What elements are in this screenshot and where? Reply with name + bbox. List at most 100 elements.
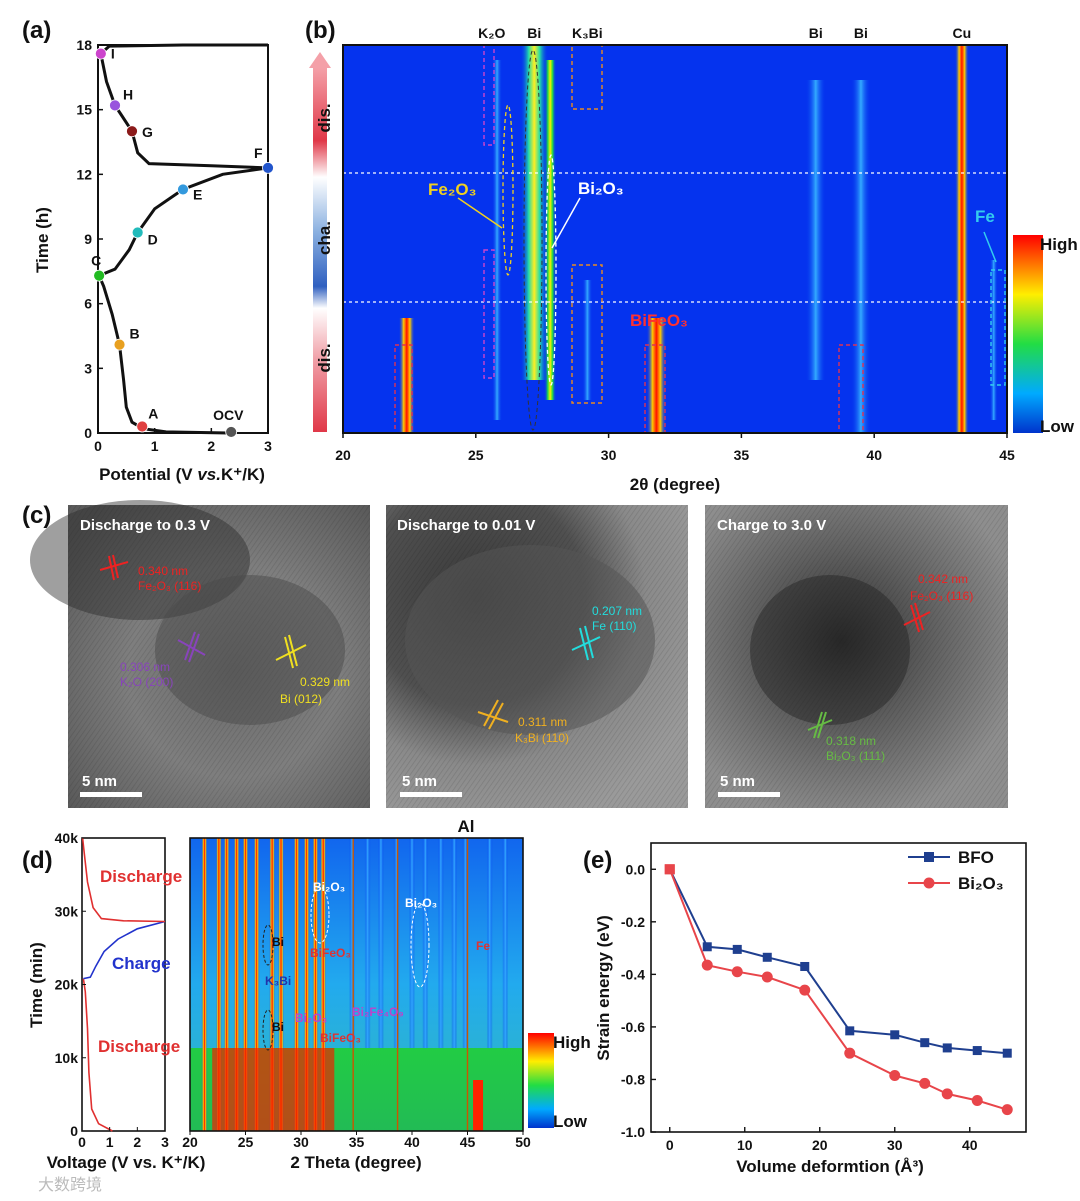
e-point-bi2o3 [941,1088,953,1100]
tem-3-hkl1: Fe₂O₃ (116) [910,589,973,603]
b-xtick-label: 40 [866,447,882,463]
e-point-origin [664,864,675,875]
bi2o3-pointer [551,197,581,249]
a-point-e [177,183,189,196]
tem-3-title: Charge to 3.0 V [717,517,826,534]
d-left-xtick-label: 1 [106,1134,114,1150]
e-point-bfo [890,1030,900,1040]
stage-arrow-head [309,52,331,68]
b-xtick-label: 45 [999,447,1015,463]
panel-b-colorbar-high: High [1040,235,1078,254]
stage-label-dis-top: dis. [315,103,334,132]
a-point-b [113,338,126,351]
e-point-bi2o3 [889,1070,901,1082]
d-peak-cyan [377,838,384,1048]
a-point-label-g: G [142,124,153,140]
d-peak-red [253,838,260,1131]
e-point-bfo [702,942,712,952]
e-point-bi2o3 [971,1094,983,1106]
e-point-bi2o3 [844,1047,856,1059]
a-xtick-label: 0 [94,438,102,454]
a-point-label-e: E [193,186,202,202]
a-xtick-label: 1 [151,438,159,454]
d-left-ytick-label: 0 [70,1123,78,1139]
d-peak-cyan [486,838,493,1048]
a-ytick-label: 12 [76,166,92,182]
a-point-label-i: I [111,46,115,62]
d-peak-cyan [409,838,415,1048]
e-point-bi2o3 [701,959,713,971]
b-xtick-label: 20 [335,447,351,463]
e-point-bi2o3 [919,1077,931,1089]
d-left-segment-0 [82,978,113,1132]
tem-3-d2: 0.318 nm [826,734,876,748]
d-right-xtick-label: 20 [182,1134,198,1150]
panel-c-label: (c) [22,502,51,529]
tem-image-3: Charge to 3.0 V 0.342 nm Fe₂O₃ (116) 0.3… [705,505,1008,808]
tem-3-scale: 5 nm [720,773,755,790]
a-ytick-label: 18 [76,37,92,53]
watermark: 大数跨境 [38,1175,102,1194]
panel-a-ylabel: Time (h) [33,207,52,273]
panel-d-right-ticks: 20 25 30 35 40 45 50 [182,1131,531,1150]
e-point-bfo [942,1043,952,1053]
e-point-bi2o3 [799,984,811,996]
b-peak-band [850,80,871,433]
panel-b: (b) dis. cha. dis. Fe₂O₃ Bi₂O₃ Bi [305,17,1078,494]
a-ytick-label: 3 [84,360,92,376]
e-point-bfo [800,961,810,971]
tem-2-d2: 0.311 nm [518,715,567,729]
a-xtick-label: 3 [264,438,272,454]
tem-1-d2: 0.306 nm [120,660,170,674]
e-ytick-label: -1.0 [621,1124,645,1140]
e-series-line-0 [668,868,1008,1055]
d-bottom-red-block [212,1048,335,1131]
a-point-g [126,125,138,138]
d-ann-bifeo3-1: BiFeO₃ [310,946,351,960]
tem-image-2: Discharge to 0.01 V 0.207 nm Fe (110) 0.… [386,505,688,808]
d-peak-cyan [451,838,458,1048]
a-ytick-label: 15 [76,102,92,118]
d-right-xtick-label: 50 [515,1134,531,1150]
e-point-bi2o3 [1001,1104,1013,1116]
e-point-bfo [845,1026,855,1036]
d-peak-red [233,838,240,1131]
d-peak-red [215,838,222,1131]
d-peak-cyan [437,838,444,1048]
d-peak-cyan [393,838,400,1048]
tem-1-hkl1: Fe₂O₃ (116) [138,579,201,593]
e-ytick-label: 0.0 [626,861,646,877]
panel-b-colorbar [1013,235,1043,433]
e-xtick-label: 30 [887,1137,903,1153]
stage-label-cha: cha. [315,221,334,255]
e-point-bfo [920,1038,930,1048]
tem-1-title: Discharge to 0.3 V [80,517,210,534]
d-peak-red [312,838,319,1131]
d-peak-red [320,838,327,1131]
a-point-label-f: F [254,145,263,161]
tem-image-1: Discharge to 0.3 V 0.340 nm Fe₂O₃ (116) … [30,500,370,808]
panel-a-xlabel: Potential (V vs.K⁺/K) [99,465,265,484]
b-peak-band [646,318,667,433]
d-peak-red [278,838,285,1131]
panel-b-peak-labels: K₂O Bi K₃Bi Bi Bi Cu [478,25,971,41]
a-point-ocv [225,426,238,438]
e-point-bfo [732,944,742,954]
panel-d-left-frame [81,837,166,1132]
d-left-xtick-label: 3 [161,1134,169,1150]
panel-b-heatmap-bg [343,45,1007,433]
panel-b-label: (b) [305,17,336,44]
legend-bfo: BFO [958,848,994,867]
d-left-ytick-label: 10k [55,1050,79,1066]
d-ann-bi2o3-1: Bi₂O₃ [313,880,345,894]
panel-a-label: (a) [22,17,51,44]
panel-d-left-ticks: 0 1 2 3 0 10k 20k 30k 40k [55,830,169,1150]
a-point-c [93,269,106,282]
d-left-ytick-label: 20k [55,977,79,993]
d-right-xtick-label: 45 [460,1134,476,1150]
panel-c: (c) Discharge to 0.3 V 0.340 nm Fe₂O₃ (1… [22,500,1008,808]
panel-e-legend: BFO Bi₂O₃ [908,848,1004,893]
